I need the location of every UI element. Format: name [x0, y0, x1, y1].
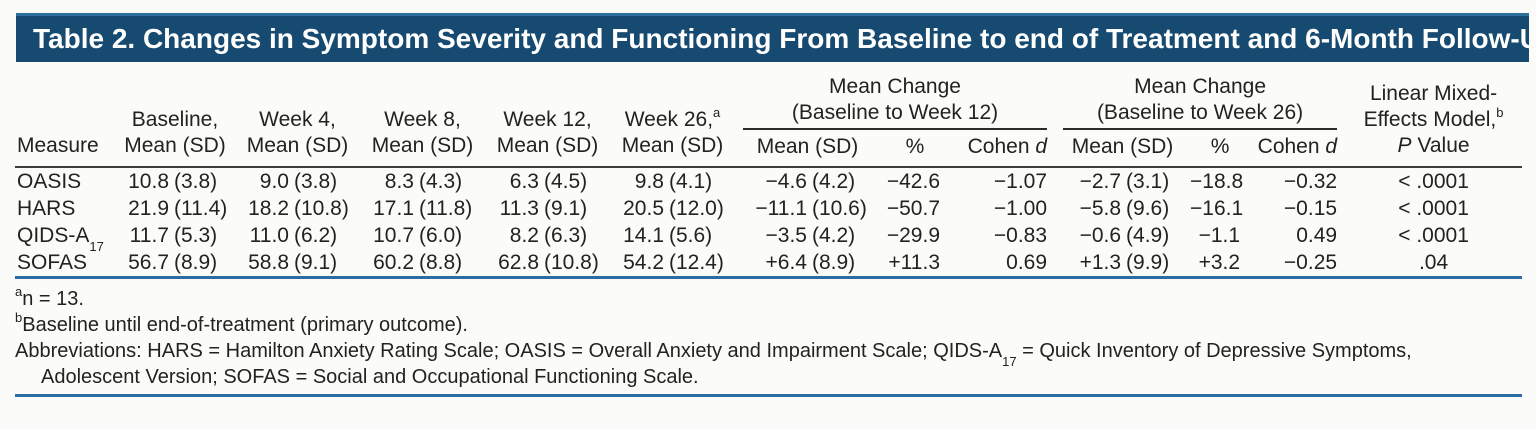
cell-change12-percent: −42.6	[886, 170, 940, 193]
cell-week12: 62.8 (10.8)	[485, 249, 610, 279]
cell-week4: 58.8 (9.1)	[235, 249, 360, 279]
subheader-percent-week12: %	[880, 130, 950, 168]
cell-change26-mean-sd: +1.3 (9.9)	[1055, 249, 1191, 279]
bottom-rule	[15, 394, 1522, 397]
table-row-hars: HARS 21.9 (11.4) 18.2 (10.8) 17.1 (11.8) 11…	[15, 195, 1522, 222]
cell-change26-percent: +3.2	[1190, 249, 1251, 279]
column-header-week26: Week 26,a Mean (SD)	[610, 62, 735, 168]
results-table: Measure Baseline, Mean (SD) Week 4, Mean…	[15, 62, 1523, 279]
cell-change26-cohen-d: −0.25	[1250, 249, 1346, 279]
measure-label: HARS	[17, 197, 76, 220]
cell-week8: 17.1 (11.8)	[373, 197, 473, 220]
cell-week26: 14.1 (5.6)	[623, 224, 713, 247]
subheader-mean-sd-week12: Mean (SD)	[735, 130, 880, 168]
column-header-mixed-effects-model: Linear Mixed- Effects Model,b P Value	[1345, 62, 1523, 168]
cell-p-value: .04	[1345, 249, 1523, 279]
cell-change12-mean-sd: +6.4 (8.9)	[735, 249, 880, 279]
cell-change12-cohen-d: −0.83	[993, 224, 1048, 247]
footnote-marker-b: b	[15, 310, 23, 326]
cell-change26-percent: −18.8	[1190, 170, 1244, 193]
column-header-measure: Measure	[15, 62, 115, 168]
table-body: OASIS 10.8 (3.8) 9.0 (3.8) 8.3 (4.3) 6.3 (4.…	[15, 167, 1523, 279]
footnote-a: an = 13.	[15, 284, 84, 310]
cell-baseline: 10.8 (3.8)	[128, 170, 218, 193]
subheader-mean-sd-week26: Mean (SD)	[1055, 130, 1191, 168]
cell-week12: 11.3 (9.1)	[499, 197, 588, 220]
cell-week26: 9.8 (4.1)	[634, 170, 713, 193]
table-row-sofas: SOFAS 56.7 (8.9) 58.8 (9.1) 60.2 (8.8) 62.8…	[15, 249, 1523, 279]
measure-label: QIDS-A17	[17, 224, 104, 255]
group-header-mean-change-week26: Mean Change (Baseline to Week 26)	[1055, 62, 1345, 130]
cell-baseline: 21.9 (11.4)	[128, 197, 228, 220]
cell-change12-percent: +11.3	[880, 249, 950, 279]
cell-change26-percent: −1.1	[1198, 224, 1241, 247]
cell-change12-cohen-d: 0.69	[950, 249, 1056, 279]
cell-change12-cohen-d: −1.07	[993, 170, 1048, 193]
measure-label: SOFAS	[15, 249, 115, 279]
cell-change12-mean-sd: −4.6 (4.2)	[765, 170, 856, 193]
measure-label: OASIS	[17, 170, 82, 193]
footnote-marker-a: a	[15, 284, 23, 300]
cell-week8: 60.2 (8.8)	[360, 249, 485, 279]
column-header-week8: Week 8, Mean (SD)	[360, 62, 485, 168]
table-title: Table 2. Changes in Symptom Severity and…	[33, 23, 1529, 54]
footnote-marker-a: a	[713, 105, 721, 120]
cell-change26-mean-sd: −0.6 (4.9)	[1079, 224, 1170, 247]
cell-week8: 10.7 (6.0)	[373, 224, 463, 247]
footnote-marker-b: b	[1496, 105, 1504, 120]
cell-change12-percent: −50.7	[886, 197, 940, 220]
column-header-week4: Week 4, Mean (SD)	[235, 62, 360, 168]
subheader-percent-week26: %	[1190, 130, 1251, 168]
cell-change12-mean-sd: −3.5 (4.2)	[765, 224, 856, 247]
table-title-bar: Table 2. Changes in Symptom Severity and…	[16, 13, 1529, 62]
cell-change12-cohen-d: −1.00	[993, 197, 1048, 220]
subheader-cohen-d-week12: Cohen d	[950, 130, 1056, 168]
table-row-qids-a17: QIDS-A17 11.7 (5.3) 11.0 (6.2) 10.7 (6.0) 8…	[15, 222, 1522, 255]
column-header-baseline: Baseline, Mean (SD)	[115, 62, 235, 168]
cell-change26-cohen-d: −0.15	[1283, 197, 1338, 220]
column-header-week12: Week 12, Mean (SD)	[485, 62, 610, 168]
footnotes: an = 13. bBaseline until end-of-treatmen…	[15, 284, 1522, 390]
cell-week4: 11.0 (6.2)	[249, 224, 338, 247]
cell-change26-mean-sd: −5.8 (9.6)	[1079, 197, 1170, 220]
cell-week26: 20.5 (12.0)	[623, 197, 724, 220]
cell-week26: 54.2 (12.4)	[610, 249, 735, 279]
cell-p-value: < .0001	[1398, 197, 1469, 220]
cell-change26-cohen-d: −0.32	[1283, 170, 1338, 193]
cell-p-value: < .0001	[1398, 170, 1469, 193]
cell-baseline: 11.7 (5.3)	[129, 224, 218, 247]
group-header-mean-change-week12: Mean Change (Baseline to Week 12)	[735, 62, 1055, 130]
cell-week8: 8.3 (4.3)	[384, 170, 463, 193]
abbreviations-line1: Abbreviations: HARS = Hamilton Anxiety R…	[15, 340, 1412, 369]
cell-week4: 9.0 (3.8)	[259, 170, 338, 193]
table-row-oasis: OASIS 10.8 (3.8) 9.0 (3.8) 8.3 (4.3) 6.3 (4.…	[15, 167, 1522, 195]
cell-baseline: 56.7 (8.9)	[115, 249, 235, 279]
cell-change26-mean-sd: −2.7 (3.1)	[1079, 170, 1170, 193]
cell-p-value: < .0001	[1398, 224, 1469, 247]
cell-week12: 6.3 (4.5)	[509, 170, 588, 193]
abbreviations-line2: Adolescent Version; SOFAS = Social and O…	[41, 366, 699, 388]
footnote-b: bBaseline until end-of-treatment (primar…	[15, 310, 468, 336]
table-header: Measure Baseline, Mean (SD) Week 4, Mean…	[15, 62, 1523, 168]
table-container: Measure Baseline, Mean (SD) Week 4, Mean…	[15, 62, 1523, 397]
cell-week12: 8.2 (6.3)	[509, 224, 588, 247]
cell-change26-percent: −16.1	[1190, 197, 1244, 220]
cell-week4: 18.2 (10.8)	[248, 197, 349, 220]
subheader-cohen-d-week26: Cohen d	[1250, 130, 1346, 168]
cell-change26-cohen-d: 0.49	[1296, 224, 1338, 247]
cell-change12-percent: −29.9	[886, 224, 940, 247]
cell-change12-mean-sd: −11.1 (10.6)	[755, 197, 867, 220]
